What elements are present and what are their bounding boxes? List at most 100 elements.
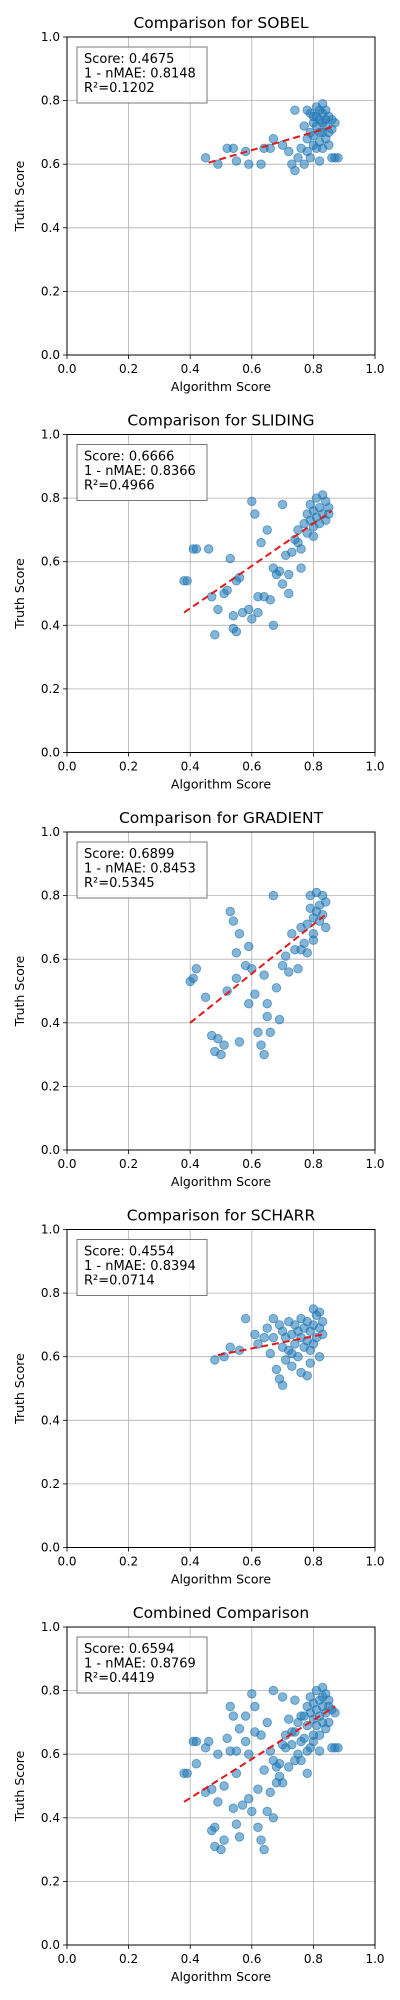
data-point (240, 1736, 251, 1747)
stats-line: 1 - nMAE: 0.8148 (84, 67, 196, 82)
data-point (225, 1701, 235, 1712)
x-tick-label: 0.6 (242, 1555, 261, 1569)
data-point (237, 1800, 248, 1810)
data-point (250, 1701, 260, 1712)
y-tick-label: 0.4 (41, 618, 60, 632)
chart-panel-1: Comparison for SOBEL 0.0 0.2 0.4 0.6 0.8 1.0 0.… (12, 14, 385, 394)
chart-panel-4: Comparison for SCHARR 0.0 0.2 0.4 0.6 0.8 1.0 0… (12, 1207, 385, 1587)
x-tick-label: 0.6 (242, 760, 261, 774)
data-point (253, 1784, 263, 1794)
data-point (253, 1339, 263, 1349)
data-point (277, 499, 288, 510)
data-point (333, 153, 343, 163)
data-point (231, 948, 242, 958)
data-point (262, 1806, 272, 1817)
y-tick-label: 0.0 (41, 1541, 60, 1555)
data-point (225, 1342, 235, 1352)
y-tick-label: 0.6 (41, 157, 60, 171)
data-point (207, 1784, 217, 1794)
data-point (280, 1355, 291, 1365)
y-tick-label: 0.0 (41, 1143, 60, 1157)
data-point (262, 1011, 272, 1022)
data-point (330, 118, 340, 128)
data-point (265, 1787, 275, 1798)
data-point (308, 531, 319, 541)
data-point (182, 576, 192, 586)
data-point (231, 1746, 242, 1756)
data-point (256, 1835, 266, 1845)
data-point (268, 1685, 279, 1696)
data-point (256, 159, 266, 169)
y-tick-label: 0.4 (41, 1811, 60, 1825)
x-tick-label: 1.0 (365, 1555, 384, 1569)
data-point (210, 630, 220, 640)
data-point (296, 944, 306, 955)
x-tick-label: 0.8 (304, 1555, 323, 1569)
data-point (284, 967, 294, 977)
data-point (274, 566, 285, 576)
data-point (231, 626, 242, 637)
data-point (262, 1323, 272, 1333)
x-tick-label: 1.0 (365, 760, 384, 774)
y-tick-label: 0.0 (41, 348, 60, 362)
stats-line: 1 - nMAE: 0.8366 (84, 464, 196, 479)
data-point (311, 111, 322, 122)
chart-panel-2: Comparison for SLIDING 0.0 0.2 0.4 0.6 0.8 1.0… (12, 412, 385, 792)
data-point (296, 563, 306, 573)
chart-title: Comparison for SCHARR (127, 1207, 316, 1225)
x-tick-label: 0.2 (119, 1157, 138, 1171)
data-point (222, 585, 232, 596)
data-point (253, 607, 263, 618)
stats-line: 1 - nMAE: 0.8394 (84, 1259, 196, 1274)
chart-title: Combined Comparison (133, 1604, 309, 1622)
y-tick-label: 0.0 (41, 1938, 60, 1952)
chart-panel-3: Comparison for GRADIENT 0.0 0.2 0.4 0.6 0.8 1.… (12, 809, 385, 1189)
data-point (191, 1736, 202, 1747)
data-point (284, 1762, 294, 1772)
axes-frame (66, 1229, 376, 1548)
data-point (253, 1027, 263, 1038)
axes-frame (66, 36, 376, 356)
data-point (284, 588, 294, 599)
x-tick-label: 1.0 (365, 362, 384, 376)
data-point (247, 496, 257, 506)
x-tick-label: 0.8 (304, 1952, 323, 1966)
regression-line (183, 1705, 336, 1803)
data-point (302, 1746, 312, 1756)
x-tick-label: 0.0 (57, 1157, 76, 1171)
data-point (268, 1813, 279, 1823)
data-point (228, 916, 239, 926)
stats-line: R²=0.1202 (84, 81, 155, 96)
y-tick-label: 1.0 (41, 1223, 60, 1237)
axes-frame (66, 1626, 376, 1946)
data-point (290, 1695, 300, 1705)
y-tick-label: 1.0 (41, 428, 60, 442)
x-tick-label: 1.0 (365, 1952, 384, 1966)
data-point (324, 1717, 334, 1728)
y-tick-label: 0.6 (41, 555, 60, 569)
data-point (262, 525, 272, 535)
data-point (210, 1822, 220, 1833)
stats-box (76, 1239, 208, 1296)
data-point (225, 553, 235, 564)
data-point (250, 509, 260, 519)
data-point (213, 159, 223, 169)
data-point (250, 989, 260, 999)
data-point (228, 1711, 239, 1721)
data-point (277, 1778, 288, 1788)
stats-line: Score: 0.4675 (84, 52, 174, 67)
data-point (219, 1040, 229, 1050)
data-point (277, 579, 288, 589)
data-point (244, 999, 254, 1009)
x-tick-label: 0.6 (242, 1157, 261, 1171)
data-point (231, 973, 242, 983)
y-tick-label: 0.2 (41, 1079, 60, 1093)
x-axis-label: Algorithm Score (171, 777, 272, 792)
data-point (228, 143, 239, 154)
data-point (280, 951, 291, 961)
data-point (234, 929, 245, 939)
stats-line: 1 - nMAE: 0.8769 (84, 1657, 196, 1672)
y-tick-label: 0.2 (41, 682, 60, 696)
data-point (268, 890, 279, 901)
